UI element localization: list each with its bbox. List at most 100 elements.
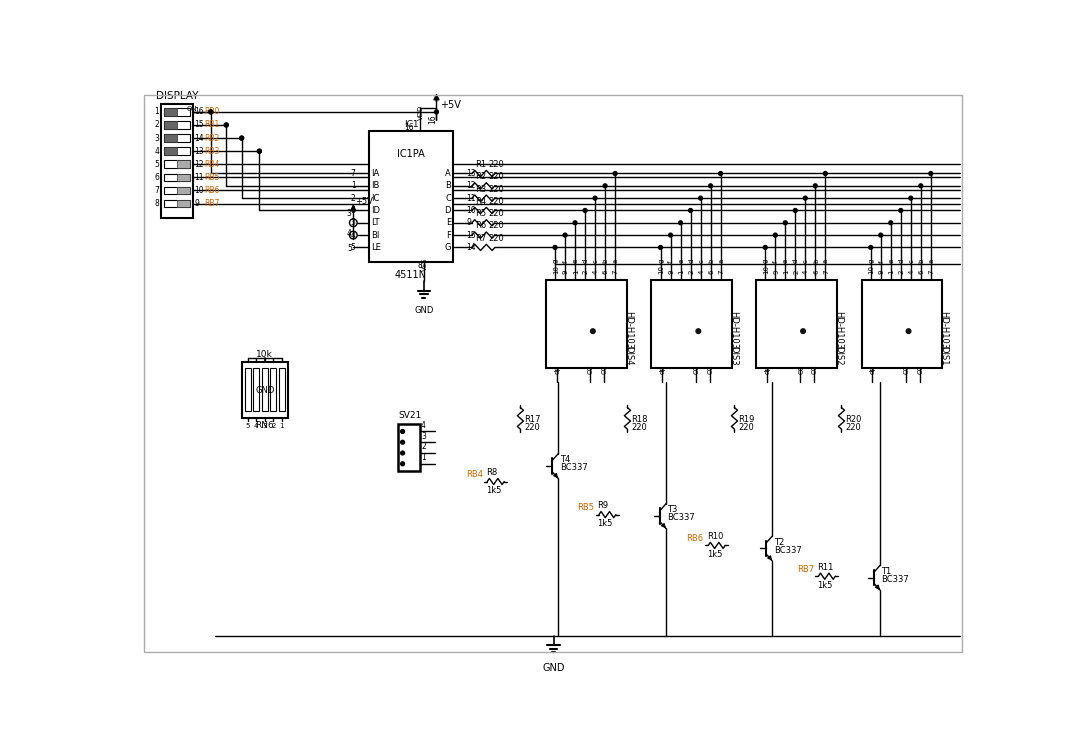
Text: CC: CC: [798, 365, 805, 374]
Text: R10: R10: [706, 532, 724, 541]
Circle shape: [699, 196, 702, 200]
Text: DIS2: DIS2: [834, 346, 842, 366]
Text: RB1: RB1: [204, 121, 219, 130]
Text: 1: 1: [889, 269, 894, 274]
Text: 1k5: 1k5: [706, 550, 723, 559]
Text: 7: 7: [823, 269, 829, 274]
Text: 1k5: 1k5: [816, 581, 833, 590]
Text: 4: 4: [154, 147, 159, 155]
Circle shape: [659, 246, 662, 249]
Text: dp: dp: [765, 366, 770, 374]
Text: 7: 7: [718, 269, 725, 274]
Text: RB5: RB5: [204, 173, 219, 182]
Text: BC337: BC337: [667, 514, 696, 522]
Text: 2: 2: [351, 194, 355, 203]
Text: 3: 3: [351, 218, 355, 227]
Text: 2: 2: [899, 269, 905, 274]
Text: IB: IB: [372, 181, 379, 190]
Bar: [164, 147, 190, 155]
Circle shape: [906, 329, 910, 334]
Text: SV21: SV21: [397, 411, 421, 420]
Text: 220: 220: [489, 209, 504, 218]
Text: R19: R19: [739, 415, 755, 425]
Text: 220: 220: [489, 172, 504, 181]
Text: 2: 2: [421, 443, 426, 451]
Text: RB4: RB4: [465, 470, 483, 480]
Text: f: f: [878, 260, 885, 263]
Text: ON: ON: [187, 106, 198, 112]
Text: 220: 220: [524, 423, 540, 432]
Text: 8: 8: [154, 199, 159, 208]
Text: R11: R11: [816, 562, 833, 571]
Text: DIS4: DIS4: [623, 346, 633, 366]
Text: HD-H103: HD-H103: [940, 311, 948, 349]
Bar: [242, 362, 288, 417]
Text: 2: 2: [583, 269, 589, 274]
Text: HD-H103: HD-H103: [623, 311, 633, 349]
Circle shape: [434, 110, 438, 114]
Circle shape: [603, 184, 607, 188]
Circle shape: [208, 110, 213, 114]
Text: DISPLAY: DISPLAY: [156, 91, 199, 101]
Text: CC: CC: [812, 365, 818, 374]
Text: 16: 16: [194, 107, 204, 116]
Text: e: e: [572, 258, 579, 263]
Text: 12: 12: [194, 160, 204, 169]
Text: T1: T1: [881, 567, 892, 576]
Text: 7: 7: [351, 169, 355, 178]
Text: a: a: [929, 258, 934, 263]
Text: b: b: [603, 258, 609, 263]
Text: RN6: RN6: [255, 422, 274, 431]
Text: dp: dp: [554, 366, 561, 374]
Text: 9: 9: [194, 199, 200, 208]
Circle shape: [783, 221, 787, 225]
Text: 1: 1: [783, 269, 789, 274]
Text: dp: dp: [660, 366, 666, 374]
Text: 10k: 10k: [256, 350, 273, 359]
Text: 4511N: 4511N: [395, 270, 427, 280]
Text: 9: 9: [563, 269, 569, 274]
Text: 4: 4: [421, 421, 426, 430]
Text: f: f: [669, 260, 674, 263]
Text: R20: R20: [846, 415, 862, 425]
Text: 4: 4: [804, 269, 809, 274]
Text: 7: 7: [612, 269, 619, 274]
Text: 3: 3: [154, 134, 159, 143]
Circle shape: [401, 440, 405, 444]
Bar: [164, 121, 190, 129]
Text: c: c: [593, 259, 598, 263]
Circle shape: [718, 172, 723, 175]
Text: 4: 4: [351, 231, 355, 240]
Text: 1k5: 1k5: [486, 486, 501, 495]
Bar: [651, 280, 732, 369]
Text: 6: 6: [603, 269, 609, 274]
Text: dp: dp: [870, 366, 876, 374]
Text: g: g: [553, 258, 558, 263]
Text: T3: T3: [667, 505, 678, 514]
Text: 1k5: 1k5: [597, 519, 612, 528]
Text: 7: 7: [929, 269, 934, 274]
Text: 10: 10: [868, 265, 875, 274]
Text: 14: 14: [194, 134, 204, 143]
Text: b: b: [813, 258, 819, 263]
Bar: [397, 424, 419, 471]
Text: 220: 220: [489, 184, 504, 194]
Circle shape: [764, 246, 767, 249]
Text: c: c: [699, 259, 704, 263]
Bar: [253, 369, 259, 411]
Text: 10: 10: [467, 206, 476, 215]
Text: BC337: BC337: [881, 575, 909, 584]
Circle shape: [401, 462, 405, 465]
Text: g: g: [762, 258, 769, 263]
Text: C: C: [445, 194, 451, 203]
Circle shape: [868, 246, 873, 249]
Text: 11: 11: [467, 194, 476, 203]
Bar: [164, 161, 190, 168]
Text: LE: LE: [372, 243, 381, 252]
Circle shape: [573, 221, 577, 225]
Text: RB4: RB4: [204, 160, 219, 169]
Text: 220: 220: [846, 423, 861, 432]
Text: 11: 11: [194, 173, 204, 182]
Text: e: e: [678, 258, 685, 263]
Text: BC337: BC337: [559, 463, 588, 472]
